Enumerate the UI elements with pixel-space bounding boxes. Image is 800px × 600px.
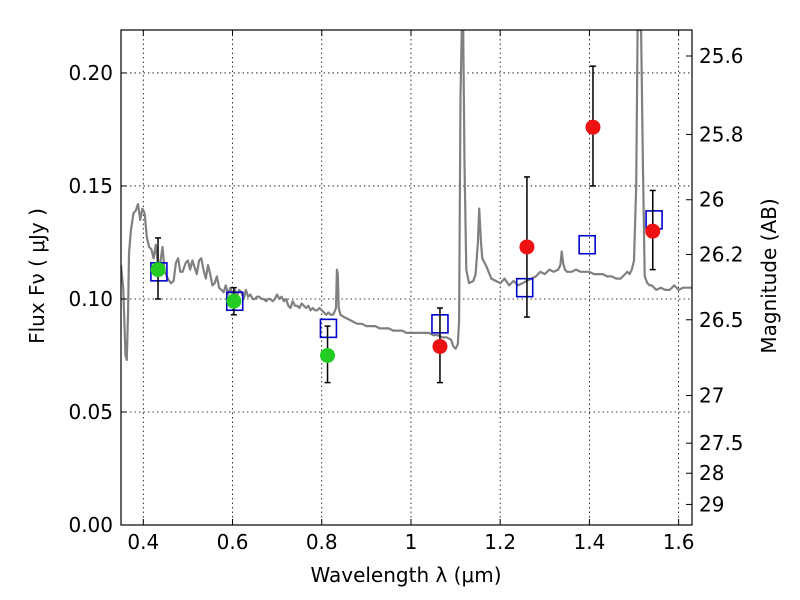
observed-flux-point: [150, 262, 166, 278]
y2-tick-label: 25.6: [699, 44, 744, 68]
model-flux-square: [515, 277, 534, 298]
x-tick-label: 1.4: [573, 530, 605, 554]
y2-tick-label: 27: [699, 383, 724, 407]
x-tick-label: 1.2: [484, 530, 516, 554]
x-tick-label: 0.4: [127, 530, 159, 554]
observed-flux-point: [585, 119, 601, 135]
x-tick-label: 1.6: [663, 530, 695, 554]
x-tick-label: 0.6: [217, 530, 249, 554]
grid-lines: [121, 30, 692, 526]
observed-flux-point: [226, 293, 242, 309]
plot-frame: [120, 29, 693, 526]
observed-flux-point: [645, 223, 661, 239]
y2-tick-label: 26.2: [699, 242, 744, 266]
y-axis-label: Flux Fν ( μJy ): [25, 208, 49, 344]
x-tick-label: 0.8: [306, 530, 338, 554]
observed-flux-point: [320, 347, 336, 363]
y2-tick-label: 27.5: [699, 431, 744, 455]
y-tick-label: 0.00: [68, 513, 113, 537]
y2-tick-label: 25.8: [699, 122, 744, 146]
plot-area: [121, 30, 692, 384]
model-flux-square: [319, 318, 338, 339]
y-tick-label: 0.15: [68, 174, 113, 198]
y-tick-label: 0.05: [68, 400, 113, 424]
x-tick-label: 1: [405, 530, 418, 554]
y2-tick-label: 29: [699, 492, 724, 516]
y2-tick-label: 26.5: [699, 308, 744, 332]
plot-content: [121, 30, 692, 384]
y2-tick-label: 28: [699, 461, 724, 485]
y-tick-label: 0.20: [68, 61, 113, 85]
y2-tick-label: 26: [699, 188, 724, 212]
model-flux-square: [578, 234, 596, 255]
y-tick-label: 0.10: [68, 287, 113, 311]
observed-flux-point: [519, 239, 535, 255]
x-axis-label: Wavelength λ (μm): [310, 563, 501, 587]
axes: 0.4 0.6 0.8 1 1.2 1.4 1.6 0.00 0.05 0.10 0.15 0.20 2…: [68, 29, 744, 554]
observed-flux-point: [432, 338, 448, 354]
template-spectrum-line: [121, 30, 692, 362]
y2-axis-label: Magnitude (AB): [757, 198, 781, 353]
